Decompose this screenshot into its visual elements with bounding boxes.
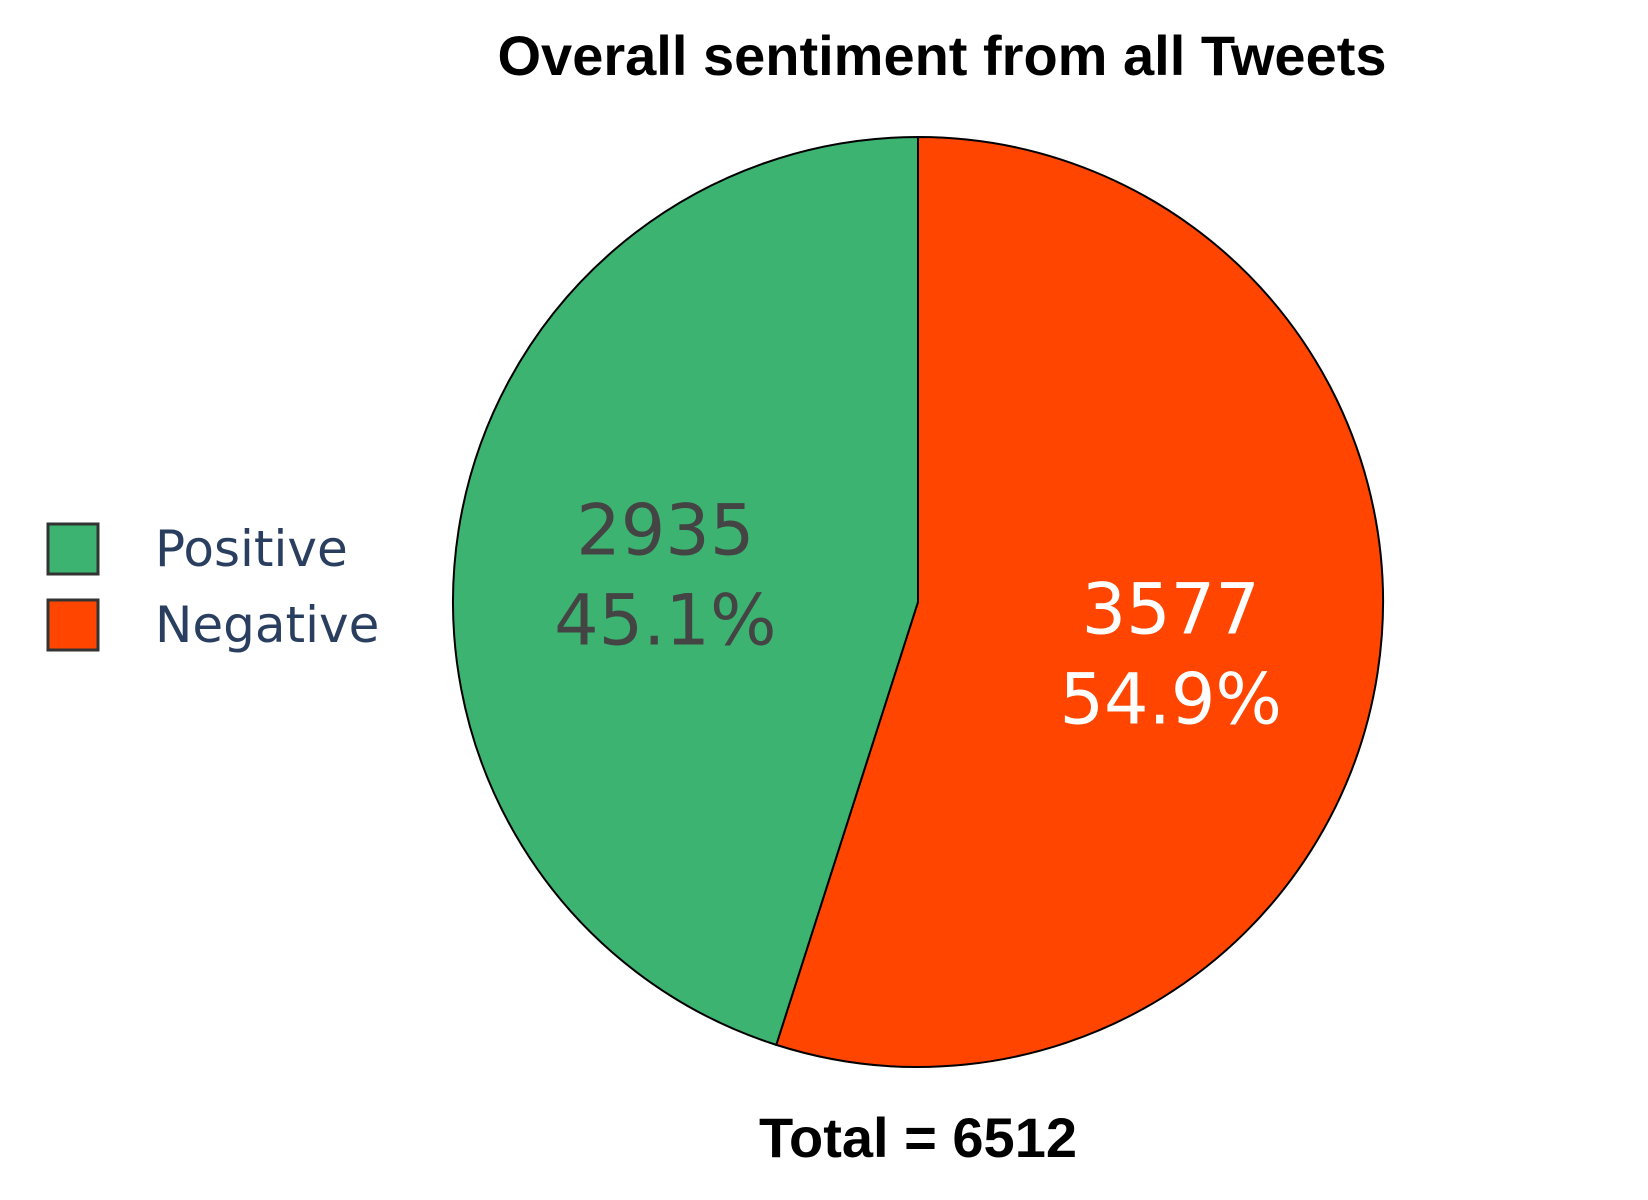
slice-percent-label-positive: 45.1%	[554, 580, 776, 662]
slice-percent-label-negative: 54.9%	[1060, 658, 1282, 740]
legend: Positive Negative	[46, 520, 379, 654]
chart-title: Overall sentiment from all Tweets	[497, 24, 1386, 87]
legend-swatch-negative	[46, 598, 100, 652]
slice-value-label-negative: 3577	[1082, 568, 1260, 650]
legend-label-positive: Positive	[155, 520, 348, 578]
legend-swatch-positive	[46, 522, 100, 576]
slice-value-label-positive: 2935	[576, 490, 754, 572]
pie-slice-positive	[452, 135, 919, 1047]
pie-slice-negative	[775, 135, 1385, 1068]
pie-slices	[452, 135, 1385, 1068]
legend-label-negative: Negative	[155, 596, 379, 654]
chart-footer-total: Total = 6512	[759, 1106, 1077, 1169]
